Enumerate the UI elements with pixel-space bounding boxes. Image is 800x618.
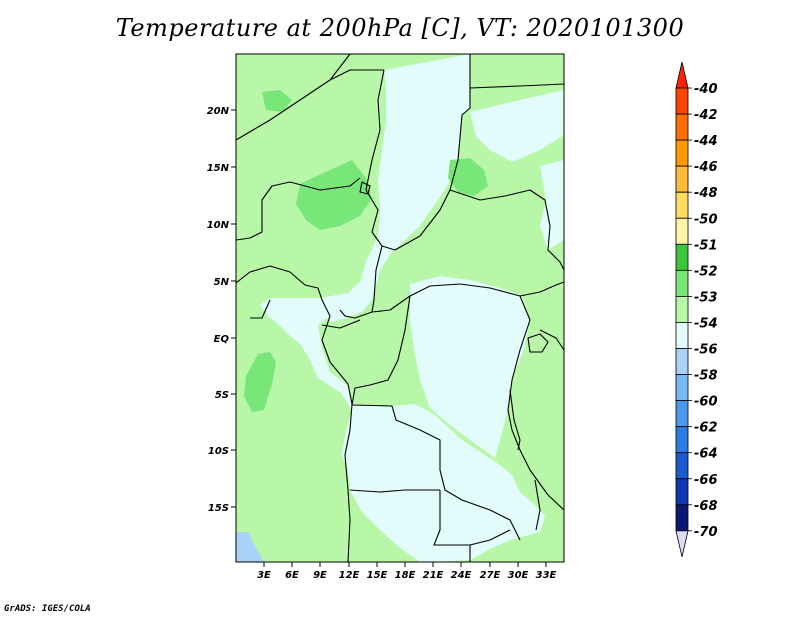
colorbar-segment [675, 426, 689, 454]
lat-label-eq: EQ [214, 334, 230, 345]
lon-label-30e: 30E [508, 570, 529, 581]
region-cold-cyan-ne [470, 90, 564, 162]
map-title: Temperature at 200hPa [C], VT: 202010130… [115, 14, 685, 42]
colorbar-label: -53 [694, 290, 718, 305]
lat-label-10s: 10S [208, 446, 229, 457]
border-c [365, 54, 471, 251]
colorbar-label: -56 [694, 343, 718, 358]
colorbar-label: -40 [694, 82, 718, 97]
lon-label-12e: 12E [339, 570, 360, 581]
colorbar-segment [675, 452, 689, 480]
lon-axis: 3E 6E 9E 12E 15E 18E 21E 24E 27E 30E 33E [257, 562, 557, 581]
lat-label-10n: 10N [207, 220, 230, 231]
temperature-field [236, 54, 564, 562]
lon-label-33e: 33E [536, 570, 557, 581]
region-warm-4 [262, 90, 292, 112]
colorbar-label: -66 [694, 473, 718, 488]
colorbar-segment [675, 243, 689, 271]
colorbar: -40 -42 -44 -46 -48 -50 -51 -52 -53 -54 -56 -58 -60 -… [675, 61, 718, 557]
lat-label-5n: 5N [214, 277, 230, 288]
border-i [349, 489, 440, 493]
border-d [469, 83, 564, 89]
colorbar-label: -64 [694, 447, 718, 462]
colorbar-segment [675, 87, 689, 115]
colorbar-label: -68 [694, 499, 718, 514]
lat-label-20n: 20N [207, 106, 230, 117]
border-b [236, 69, 384, 141]
lat-label-15s: 15S [208, 503, 229, 514]
border-k [507, 295, 564, 511]
lat-axis: 20N 15N 10N 5N EQ 5S 10S 15S [207, 106, 236, 514]
lat-label-5s: 5S [215, 390, 229, 401]
region-cold-cyan-south [322, 296, 356, 322]
colorbar-segment [675, 478, 689, 506]
border-e [449, 189, 564, 271]
colorbar-label: -54 [694, 316, 718, 331]
colorbar-segment [675, 217, 689, 245]
border-o [321, 319, 361, 329]
region-warm-1 [296, 160, 372, 230]
colorbar-segment [675, 400, 689, 428]
colorbar-label: -48 [694, 186, 718, 201]
colorbar-segment [675, 139, 689, 167]
region-cold-cyan-east [410, 276, 530, 458]
borders [236, 54, 564, 562]
colorbar-label: -70 [694, 525, 718, 540]
border-h [351, 295, 521, 541]
region-cold-cyan-e2 [540, 160, 564, 250]
lake-malawi [534, 479, 541, 531]
colorbar-segment [675, 191, 689, 219]
colorbar-segment [675, 374, 689, 401]
colorbar-label: -50 [694, 212, 718, 227]
colorbar-segment [675, 348, 689, 375]
colorbar-top-arrow [675, 61, 689, 89]
map-frame [235, 53, 565, 563]
colorbar-segment [675, 269, 689, 297]
border-g [339, 309, 373, 319]
colorbar-label: -62 [694, 421, 718, 436]
colorbar-label: -46 [694, 160, 718, 175]
border-n [250, 299, 271, 319]
lon-label-9e: 9E [313, 570, 327, 581]
lon-label-3e: 3E [257, 570, 271, 581]
region-cold-cyan [260, 54, 545, 562]
border-l [519, 281, 564, 297]
colorbar-label: -44 [694, 134, 718, 149]
colorbar-label: -58 [694, 369, 718, 384]
lon-label-24e: 24E [451, 570, 472, 581]
lake-victoria [527, 333, 549, 353]
lat-label-15n: 15N [207, 163, 230, 174]
colorbar-label: -51 [694, 238, 718, 253]
lon-label-6e: 6E [285, 570, 299, 581]
region-warm-2 [244, 352, 276, 412]
colorbar-segment [675, 504, 689, 532]
border-q [329, 54, 351, 81]
colorbar-label: -60 [694, 395, 718, 410]
lake-tanganyika [509, 389, 521, 451]
lon-label-21e: 21E [423, 570, 444, 581]
lon-label-27e: 27E [480, 570, 501, 581]
colorbar-segment [675, 165, 689, 193]
colorbar-label: -42 [694, 108, 718, 123]
colorbar-segment [675, 322, 689, 349]
lon-label-15e: 15E [367, 570, 388, 581]
border-a [236, 177, 361, 241]
region-very-cold [236, 532, 264, 562]
border-j [433, 490, 511, 546]
region-warm-3 [448, 158, 488, 196]
colorbar-segment [675, 295, 689, 323]
lake-chad [359, 181, 371, 195]
colorbar-label: -52 [694, 264, 718, 279]
colorbar-bottom-arrow [675, 530, 689, 557]
coastline [236, 265, 353, 562]
footer-credit: GrADS: IGES/COLA [4, 604, 91, 614]
border-f [371, 245, 521, 313]
colorbar-segment [675, 113, 689, 141]
lon-label-18e: 18E [395, 570, 416, 581]
border-m [539, 329, 564, 351]
